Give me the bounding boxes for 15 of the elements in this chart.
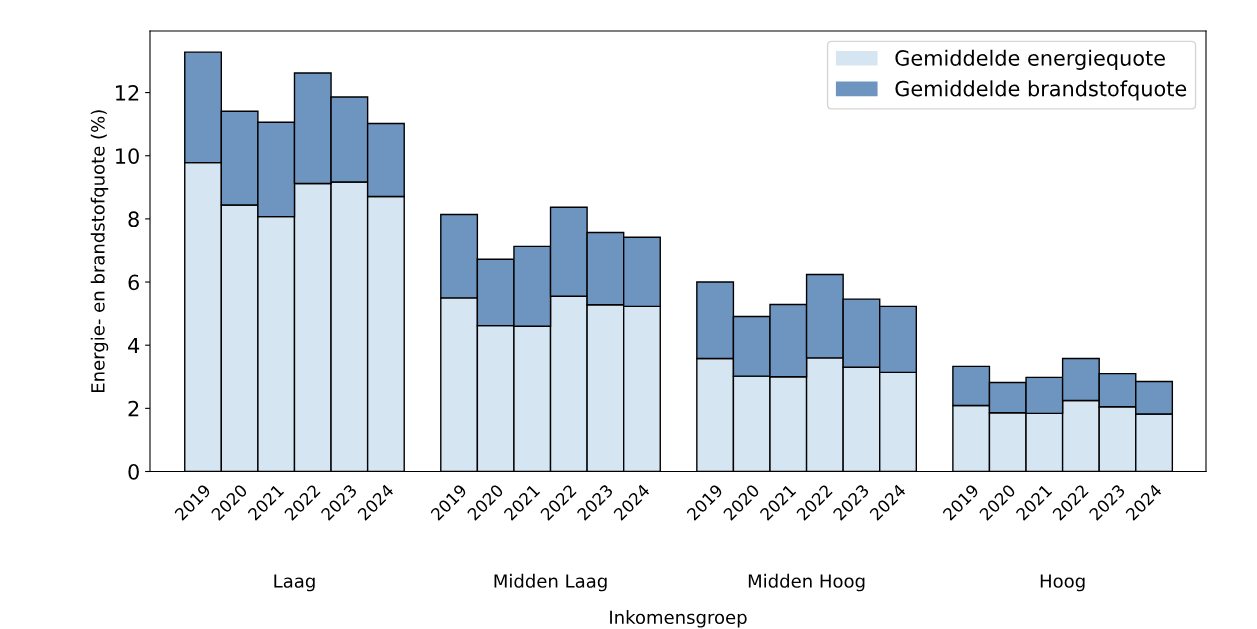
y-tick-label: 6 [128,274,139,291]
y-tick-label: 10 [116,148,139,164]
y-axis-title: Energie- en brandstofquote (%) [90,110,109,393]
text: Laag [274,574,315,592]
text: Midden Laag [494,573,607,592]
legend-label: Gemiddelde brandstofquote [895,80,1187,101]
text: Hoog [1040,574,1085,592]
y-tick-label: 8 [128,211,139,228]
y-tick-label: 0 [128,463,139,480]
legend-label: Gemiddelde energiequote [895,49,1165,70]
text: Midden Hoog [748,573,865,592]
y-tick-label: 12 [116,85,139,101]
y-tick-label: 4 [128,337,140,354]
y-tick-label: 2 [128,400,139,417]
x-axis-title: Inkomensgroep [610,610,747,628]
